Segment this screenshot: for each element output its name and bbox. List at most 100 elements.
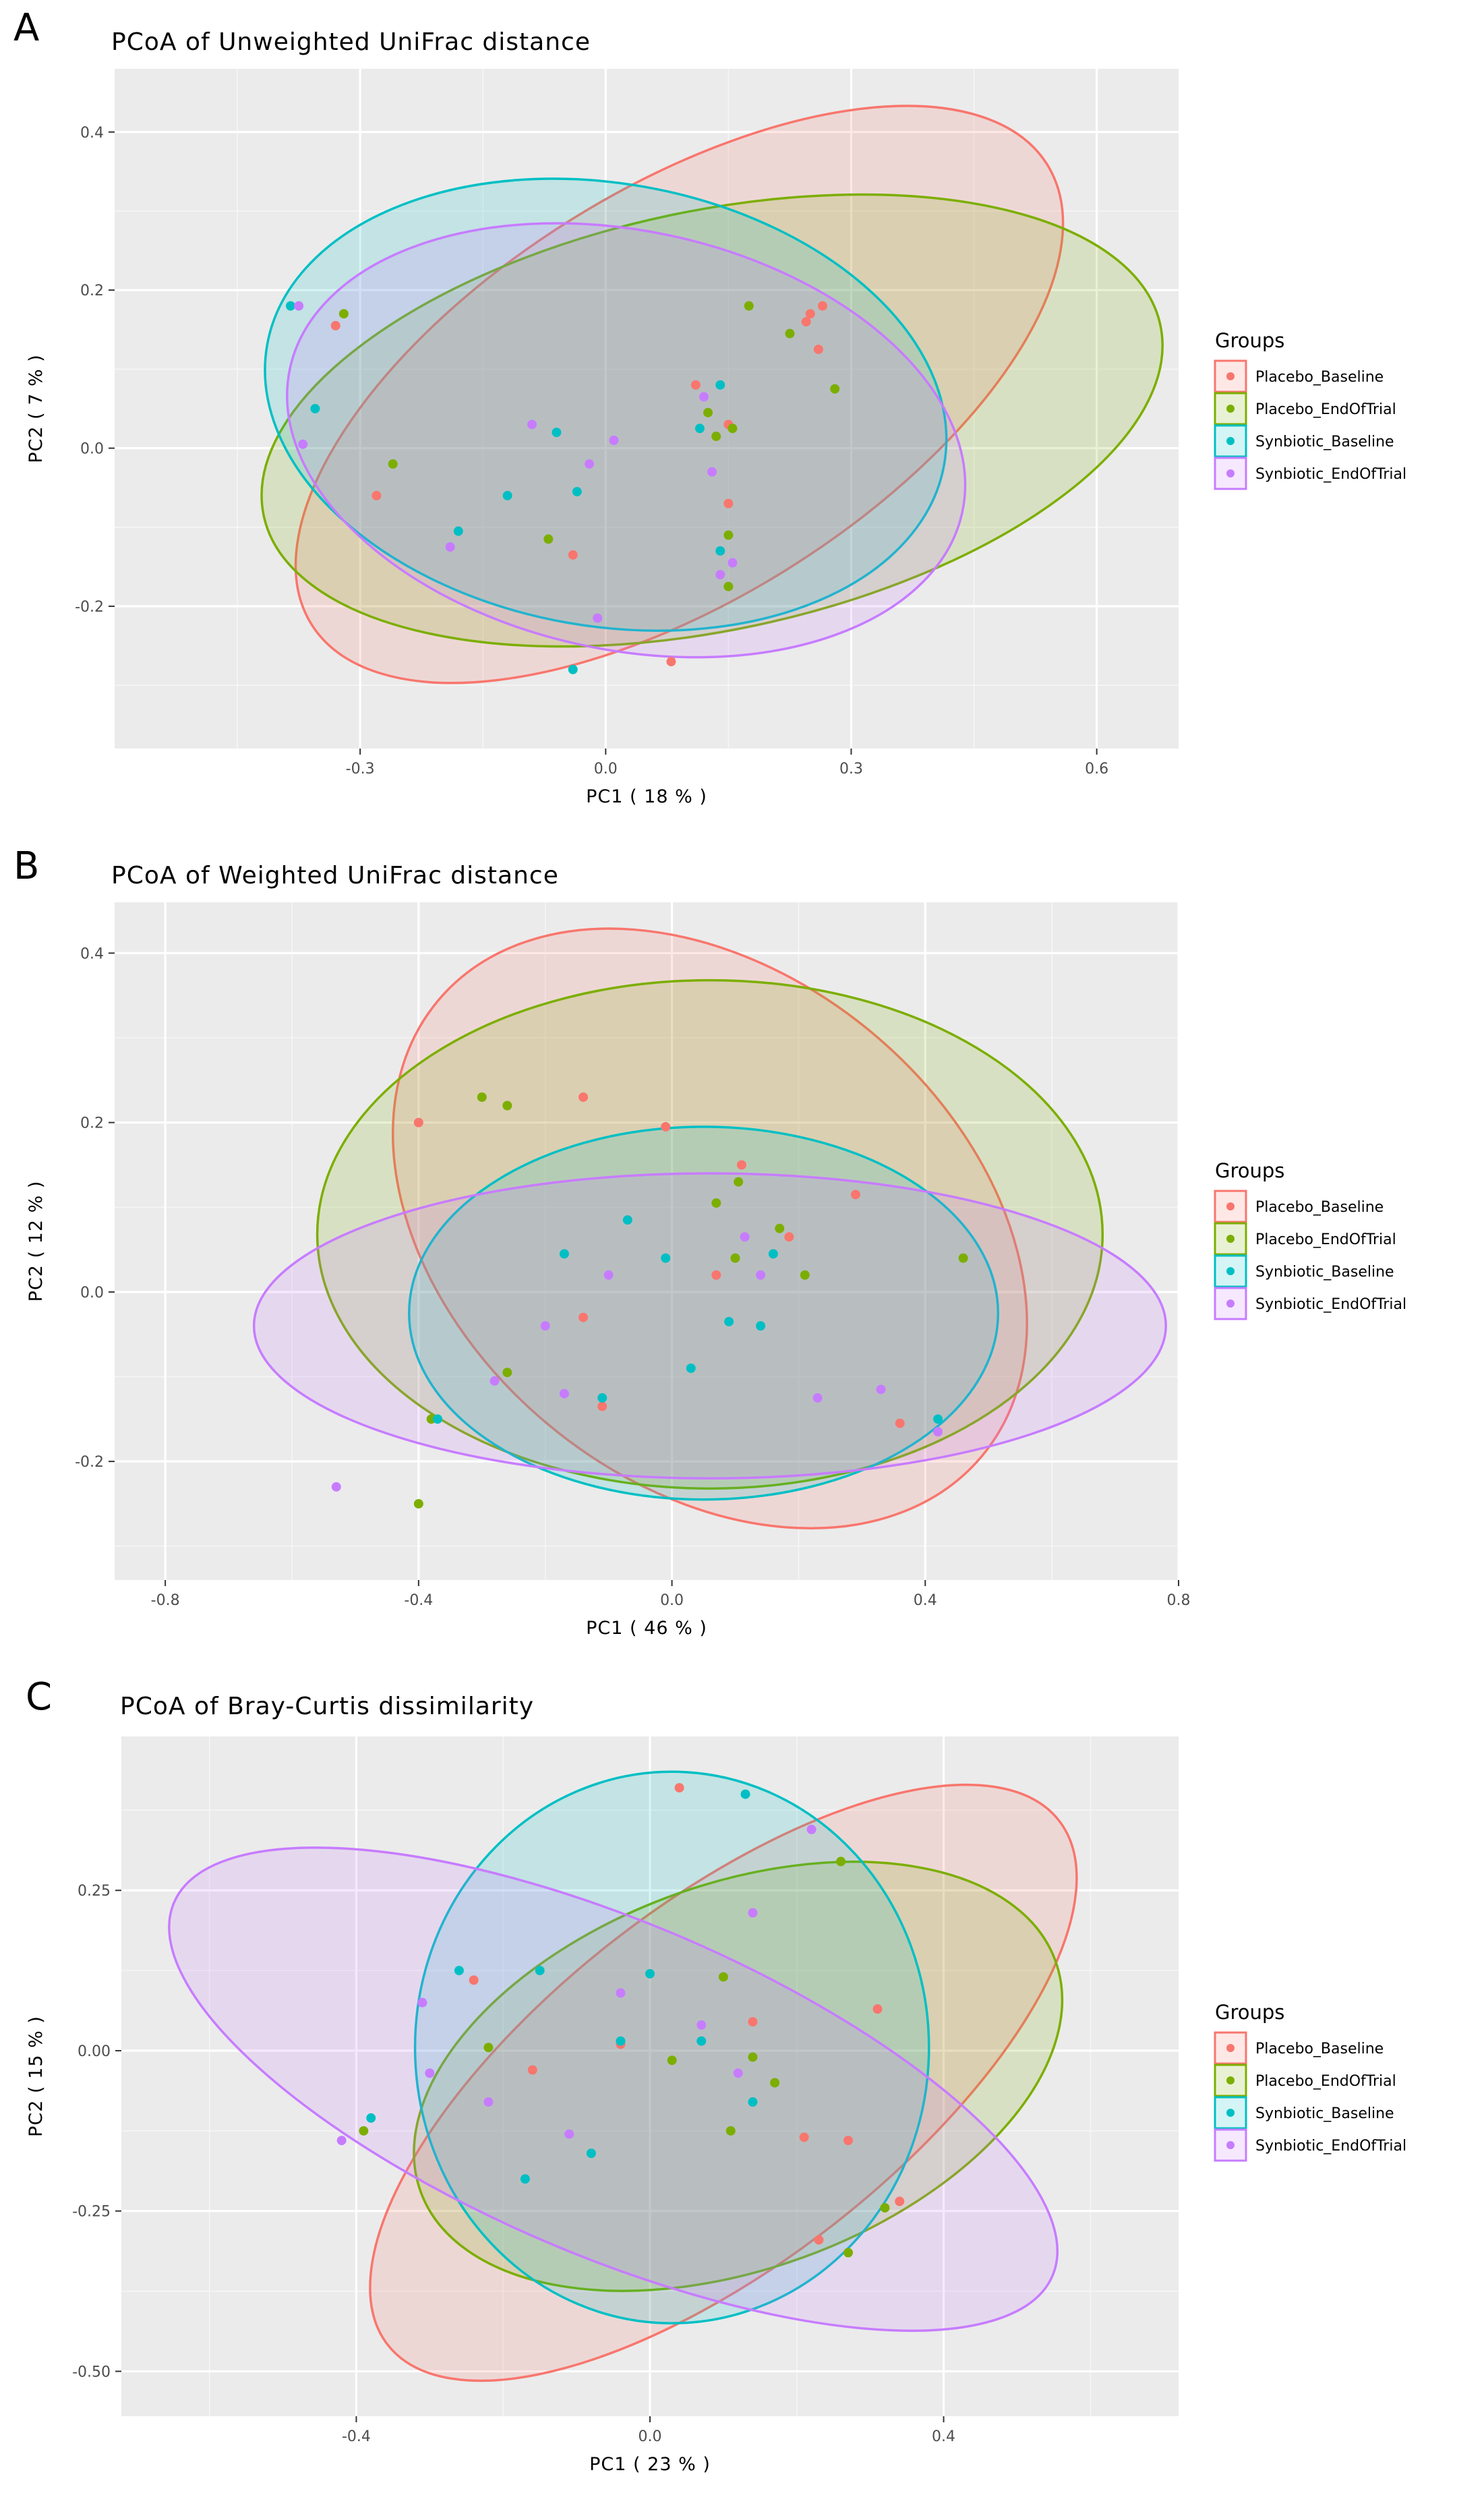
x-tick-label: -0.4 bbox=[404, 1592, 433, 1609]
point-placebo-baseline bbox=[813, 345, 823, 355]
point-synbiotic-endoftrial bbox=[728, 558, 738, 568]
ellipse-synbiotic-baseline bbox=[408, 1126, 1000, 1501]
point-placebo-endoftrial bbox=[723, 581, 734, 591]
point-synbiotic-endoftrial bbox=[298, 439, 308, 449]
x-tick-label: -0.8 bbox=[151, 1592, 180, 1609]
legend-label: Placebo_Baseline bbox=[1255, 2041, 1384, 2057]
legend-item-synbiotic-baseline: Synbiotic_Baseline bbox=[1214, 424, 1394, 458]
legend-title: Groups bbox=[1215, 329, 1284, 352]
point-placebo-baseline bbox=[469, 1975, 479, 1985]
point-placebo-baseline bbox=[597, 1401, 607, 1411]
x-tick-label: -0.4 bbox=[342, 2428, 371, 2445]
point-synbiotic-baseline bbox=[694, 423, 705, 434]
point-placebo-baseline bbox=[850, 1190, 860, 1200]
panel-c: C PCoA of Bray-Curtis dissimilarity -0.4 0.… bbox=[26, 1675, 1406, 2475]
x-tick-label: 0.8 bbox=[1167, 1592, 1191, 1609]
point-placebo-endoftrial bbox=[502, 1101, 512, 1111]
legend-key-point bbox=[1226, 1299, 1235, 1308]
ellipse-synbiotic-baseline bbox=[264, 177, 948, 632]
ellipses bbox=[252, 927, 1167, 1530]
gridlines bbox=[115, 902, 1179, 1580]
point-synbiotic-baseline bbox=[454, 1966, 464, 1976]
legend-key-point bbox=[1226, 1267, 1235, 1275]
point-placebo-endoftrial bbox=[744, 301, 754, 311]
legend-key-point bbox=[1226, 2044, 1235, 2052]
legend-label: Synbiotic_Baseline bbox=[1255, 1264, 1394, 1281]
point-synbiotic-baseline bbox=[933, 1414, 943, 1424]
legend-label: Synbiotic_EndOfTrial bbox=[1255, 1296, 1406, 1313]
point-synbiotic-baseline bbox=[740, 1789, 750, 1799]
point-synbiotic-baseline bbox=[433, 1414, 443, 1424]
y-tick-label: 0.25 bbox=[78, 1883, 111, 1900]
point-synbiotic-endoftrial bbox=[876, 1384, 886, 1395]
point-placebo-endoftrial bbox=[413, 1498, 423, 1509]
point-synbiotic-baseline bbox=[520, 2174, 530, 2184]
legend-key-point bbox=[1226, 1202, 1235, 1210]
point-synbiotic-baseline bbox=[572, 487, 582, 497]
legend-item-placebo-endoftrial: Placebo_EndOfTrial bbox=[1214, 392, 1396, 426]
legend-item-synbiotic-endoftrial: Synbiotic_EndOfTrial bbox=[1214, 1287, 1406, 1320]
legend-label: Placebo_EndOfTrial bbox=[1255, 401, 1396, 418]
point-placebo-endoftrial bbox=[711, 432, 721, 442]
y-axis-title: PC2 ( 15 % ) bbox=[26, 2016, 47, 2137]
point-placebo-baseline bbox=[413, 1117, 423, 1128]
point-placebo-endoftrial bbox=[502, 1368, 512, 1378]
point-placebo-endoftrial bbox=[483, 2043, 494, 2053]
x-tick-label: 0.6 bbox=[1085, 761, 1108, 778]
point-placebo-endoftrial bbox=[770, 2078, 780, 2088]
point-synbiotic-baseline bbox=[597, 1393, 607, 1403]
point-synbiotic-endoftrial bbox=[696, 2020, 707, 2030]
point-synbiotic-endoftrial bbox=[740, 1232, 750, 1242]
point-placebo-baseline bbox=[674, 1783, 684, 1793]
legend-item-synbiotic-baseline: Synbiotic_Baseline bbox=[1214, 1254, 1394, 1288]
legend-key-point bbox=[1226, 2109, 1235, 2117]
point-synbiotic-baseline bbox=[715, 546, 725, 556]
legend-key-point bbox=[1226, 405, 1235, 413]
point-placebo-endoftrial bbox=[730, 1253, 740, 1263]
point-placebo-endoftrial bbox=[880, 2202, 890, 2213]
legend-key-point bbox=[1226, 372, 1235, 380]
point-placebo-endoftrial bbox=[711, 1198, 721, 1208]
point-placebo-endoftrial bbox=[775, 1223, 785, 1233]
point-placebo-endoftrial bbox=[477, 1092, 487, 1102]
legend-label: Placebo_EndOfTrial bbox=[1255, 1231, 1396, 1248]
point-synbiotic-baseline bbox=[768, 1249, 778, 1259]
point-placebo-baseline bbox=[578, 1092, 589, 1102]
x-tick-label: -0.3 bbox=[346, 761, 375, 778]
point-placebo-endoftrial bbox=[703, 407, 713, 417]
point-synbiotic-endoftrial bbox=[733, 2068, 743, 2078]
y-tick-label: 0.0 bbox=[80, 1285, 104, 1302]
ellipse-placebo-baseline bbox=[294, 105, 1065, 684]
legend-label: Synbiotic_EndOfTrial bbox=[1255, 2138, 1406, 2155]
gridlines bbox=[121, 1736, 1179, 2416]
ellipse-synbiotic-endoftrial bbox=[286, 222, 967, 659]
panel-a: A PCoA of Unweighted UniFrac distance -0.3… bbox=[13, 6, 1406, 807]
x-tick-label: 0.4 bbox=[914, 1592, 937, 1609]
legend-key-point bbox=[1226, 469, 1235, 477]
ellipse-synbiotic-baseline bbox=[413, 1770, 930, 2325]
plot-panel bbox=[115, 69, 1179, 749]
point-placebo-baseline bbox=[799, 2132, 809, 2142]
point-synbiotic-endoftrial bbox=[294, 301, 304, 311]
point-placebo-baseline bbox=[895, 2196, 905, 2206]
point-synbiotic-baseline bbox=[748, 2097, 758, 2107]
point-synbiotic-endoftrial bbox=[699, 392, 709, 402]
point-placebo-endoftrial bbox=[723, 530, 734, 540]
legend-key bbox=[1214, 1190, 1247, 1223]
point-placebo-endoftrial bbox=[725, 2126, 736, 2136]
points bbox=[336, 1783, 905, 2258]
point-synbiotic-baseline bbox=[559, 1249, 569, 1259]
point-placebo-endoftrial bbox=[958, 1253, 968, 1263]
point-placebo-baseline bbox=[690, 380, 701, 390]
legend-item-synbiotic-baseline: Synbiotic_Baseline bbox=[1214, 2096, 1394, 2130]
x-tick-label: 0.0 bbox=[639, 2428, 662, 2445]
x-tick-label: 0.4 bbox=[932, 2428, 955, 2445]
x-tick-label: 0.0 bbox=[660, 1592, 684, 1609]
legend-key-point bbox=[1226, 1235, 1235, 1243]
point-placebo-endoftrial bbox=[748, 2052, 758, 2062]
point-synbiotic-baseline bbox=[622, 1215, 632, 1225]
point-placebo-endoftrial bbox=[836, 1857, 846, 1867]
panel-b: B PCoA of Weighted UniFrac distance -0.8 -0… bbox=[13, 844, 1406, 1639]
y-tick-label: 0.00 bbox=[78, 2043, 111, 2060]
